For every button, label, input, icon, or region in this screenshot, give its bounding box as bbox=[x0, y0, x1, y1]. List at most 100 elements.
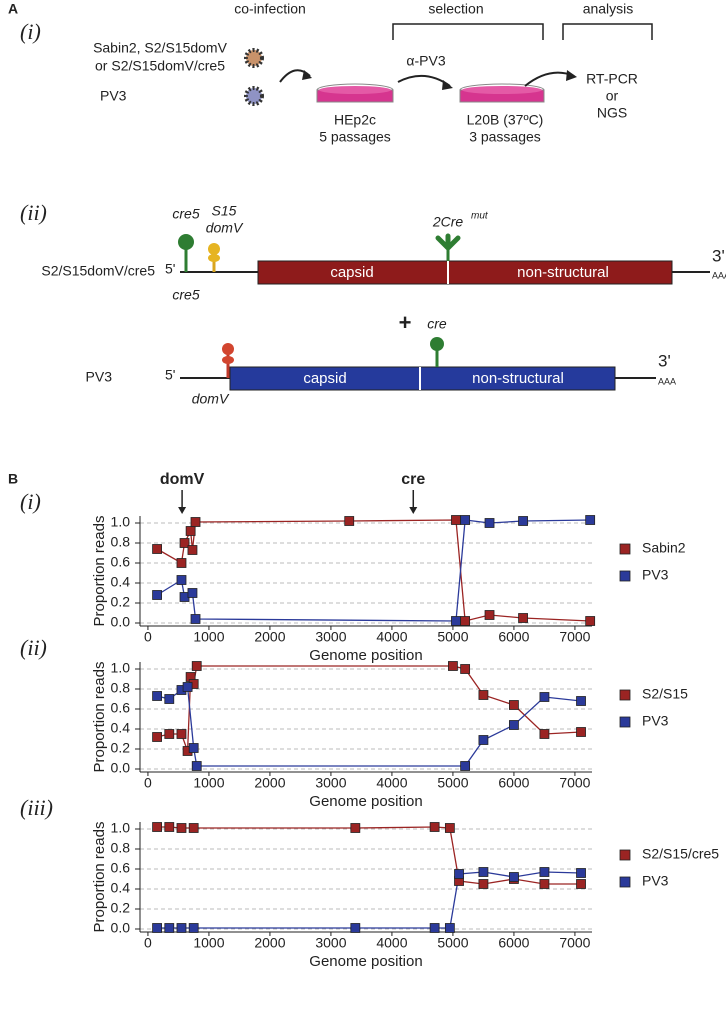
marker bbox=[478, 735, 489, 745]
marker bbox=[478, 690, 489, 700]
y-tick-label: 0.4 bbox=[111, 720, 131, 736]
marker bbox=[176, 729, 187, 739]
marker bbox=[539, 729, 550, 739]
y-tick-label: 0.8 bbox=[111, 840, 131, 856]
y-tick-label: 0.6 bbox=[111, 860, 131, 876]
marker bbox=[585, 616, 596, 626]
y-axis-title: Proportion reads bbox=[91, 662, 108, 773]
x-tick-label: 5000 bbox=[437, 775, 468, 791]
marker bbox=[484, 518, 495, 528]
plus: + bbox=[399, 310, 412, 335]
legend-swatch bbox=[619, 543, 631, 555]
legend-label: PV3 bbox=[642, 567, 669, 583]
marker bbox=[191, 661, 202, 671]
y-tick-label: 0.2 bbox=[111, 900, 131, 916]
mutant-stem-loop bbox=[435, 233, 461, 251]
y-tick-label: 0.6 bbox=[111, 700, 131, 716]
x-tick-label: 4000 bbox=[376, 775, 407, 791]
x-tick-label: 0 bbox=[144, 935, 152, 951]
step-label: selection bbox=[428, 1, 483, 17]
marker bbox=[576, 727, 586, 737]
three-prime: 3' bbox=[712, 246, 725, 265]
x-tick-label: 3000 bbox=[315, 775, 346, 791]
x-tick-label: 6000 bbox=[498, 775, 529, 791]
y-tick-label: 1.0 bbox=[111, 660, 131, 676]
step-label: analysis bbox=[583, 1, 634, 17]
marker bbox=[539, 879, 550, 889]
legend-label: S2/S15/cre5 bbox=[642, 846, 719, 862]
marker bbox=[444, 923, 455, 933]
subpanel-label: (ii) bbox=[20, 200, 47, 225]
y-tick-label: 0.6 bbox=[111, 554, 131, 570]
marker bbox=[179, 538, 190, 548]
stem-loop bbox=[208, 254, 220, 262]
marker bbox=[191, 761, 202, 771]
legend-label: Sabin2 bbox=[642, 540, 686, 556]
polya: AAA bbox=[712, 270, 726, 280]
marker bbox=[188, 743, 199, 753]
step-label: co-infection bbox=[234, 1, 306, 17]
legend-swatch bbox=[619, 716, 631, 728]
marker bbox=[190, 517, 201, 527]
x-tick-label: 0 bbox=[144, 775, 152, 791]
annotation-arrowhead bbox=[409, 507, 418, 514]
marker bbox=[444, 823, 455, 833]
marker bbox=[152, 923, 162, 933]
marker bbox=[451, 616, 461, 626]
marker bbox=[478, 867, 489, 877]
marker bbox=[576, 696, 586, 706]
cell-label: HEp2c bbox=[334, 112, 376, 128]
chart-label: (i) bbox=[20, 489, 41, 514]
marker bbox=[518, 613, 528, 623]
x-tick-label: 2000 bbox=[254, 629, 285, 645]
genome-name: S2/S15domV/cre5 bbox=[41, 263, 155, 279]
dish bbox=[319, 86, 391, 94]
five-prime: 5' bbox=[165, 261, 175, 277]
marker bbox=[460, 616, 471, 626]
marker bbox=[478, 879, 489, 889]
marker bbox=[429, 822, 440, 832]
legend-swatch bbox=[619, 849, 631, 861]
x-axis-title: Genome position bbox=[309, 953, 422, 970]
dish bbox=[462, 86, 542, 94]
element-label: 2Cre bbox=[432, 214, 464, 230]
three-prime: 3' bbox=[658, 351, 671, 370]
x-tick-label: 5000 bbox=[437, 935, 468, 951]
marker bbox=[188, 823, 199, 833]
x-tick-label: 1000 bbox=[193, 629, 224, 645]
bracket bbox=[392, 23, 544, 40]
marker bbox=[576, 868, 586, 878]
marker bbox=[350, 923, 361, 933]
stem-loop bbox=[178, 234, 194, 250]
marker bbox=[188, 923, 199, 933]
marker bbox=[451, 515, 461, 525]
element-label: cre bbox=[427, 316, 447, 332]
marker bbox=[448, 661, 458, 671]
region-label: non-structural bbox=[472, 370, 564, 387]
element-label: mut bbox=[471, 211, 489, 222]
marker bbox=[190, 614, 201, 624]
arrow bbox=[397, 75, 451, 87]
marker bbox=[176, 575, 187, 585]
y-tick-label: 0.4 bbox=[111, 574, 131, 590]
stem-loop bbox=[222, 356, 234, 364]
legend-swatch bbox=[619, 570, 631, 582]
marker bbox=[509, 700, 519, 710]
x-axis-title: Genome position bbox=[309, 793, 422, 810]
y-tick-label: 1.0 bbox=[111, 514, 131, 530]
marker bbox=[576, 879, 586, 889]
bracket bbox=[562, 23, 653, 40]
legend-label: PV3 bbox=[642, 713, 669, 729]
arrowhead bbox=[442, 80, 453, 90]
legend-label: PV3 bbox=[642, 873, 669, 889]
element-label: domV bbox=[192, 391, 230, 407]
stem-loop bbox=[222, 343, 234, 355]
region-label: capsid bbox=[303, 370, 346, 387]
series-line bbox=[156, 519, 591, 622]
stem-loop bbox=[430, 337, 444, 351]
x-tick-label: 6000 bbox=[498, 629, 529, 645]
readout: RT-PCR bbox=[586, 71, 638, 87]
y-tick-label: 0.8 bbox=[111, 534, 131, 550]
element-label: S15 bbox=[212, 203, 237, 219]
x-tick-label: 7000 bbox=[559, 775, 590, 791]
